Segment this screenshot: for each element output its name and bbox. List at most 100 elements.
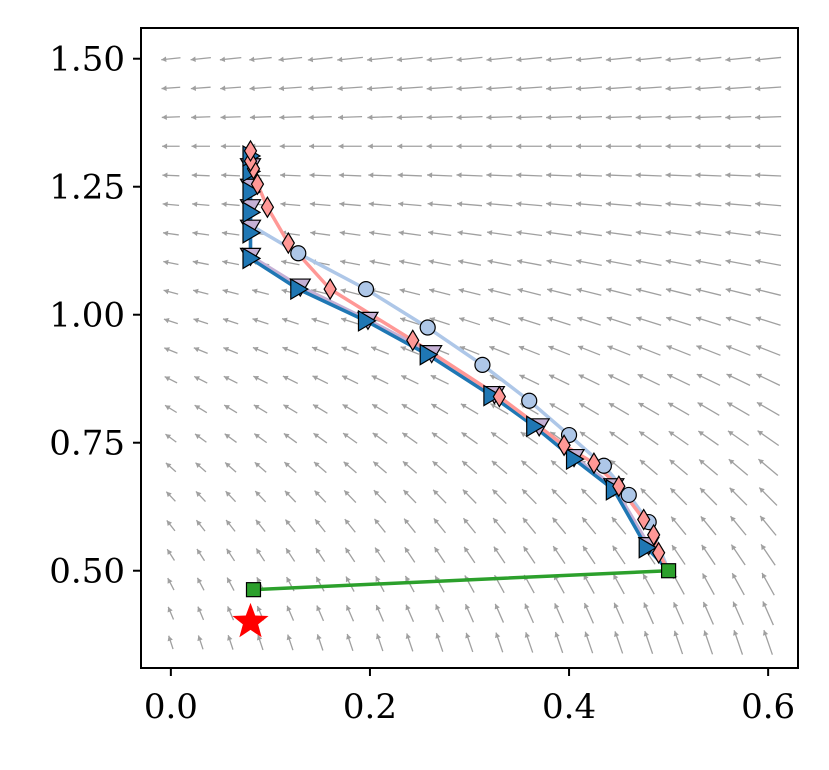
field-arrow [222,259,240,266]
vector-field [161,56,782,655]
field-arrow [668,430,689,446]
field-arrow [165,462,177,473]
field-arrow [725,143,752,150]
field-arrow [220,143,241,150]
field-arrow [726,401,750,416]
field-arrow [371,375,389,385]
field-arrow [164,376,178,384]
field-arrow [520,431,539,445]
field-arrow [397,172,422,178]
field-arrow [192,201,210,208]
field-arrow [667,402,690,416]
field-arrow [635,230,662,237]
field-arrow [251,288,269,295]
field-arrow [193,347,208,354]
field-arrow [613,602,625,624]
field-arrow [281,259,300,266]
field-arrow [673,601,684,625]
field-arrow [609,431,629,446]
series-1-point [357,281,375,298]
field-arrow [405,633,414,652]
field-arrow [223,375,238,384]
field-arrow [577,345,601,356]
field-arrow [762,601,774,626]
field-arrow [314,518,326,533]
x-tick-label: 0.4 [542,687,596,727]
x-tick-label: 0.2 [343,687,397,727]
field-arrow [546,85,573,92]
field-arrow [163,318,179,325]
field-arrow [758,487,778,506]
field-arrow [167,606,175,620]
field-arrow [486,172,513,178]
series-3-point [242,247,262,270]
field-arrow [755,316,781,326]
field-arrow [491,488,507,505]
field-arrow [308,114,332,121]
field-arrow [642,573,655,595]
field-arrow [635,258,662,267]
field-arrow [725,258,752,267]
field-arrow [665,287,692,296]
field-arrow [457,259,482,266]
field-arrow [612,545,626,565]
field-arrow [190,85,211,91]
field-arrow [224,433,237,443]
field-arrow [221,172,241,179]
field-arrow [611,516,627,535]
field-arrow [342,403,358,414]
field-arrow [161,85,181,91]
field-arrow [732,601,744,626]
field-arrow [695,56,722,63]
field-arrow [283,404,298,414]
field-arrow [575,201,602,207]
field-arrow [402,460,418,474]
field-arrow [373,518,386,533]
field-arrow [456,85,483,92]
series-4-point [250,172,265,196]
field-arrow [639,459,658,476]
field-arrow [166,520,176,532]
series-1-point [419,319,436,336]
field-arrow [337,85,363,92]
field-arrow [338,172,362,178]
field-arrow [342,432,358,444]
field-arrow [368,172,392,178]
field-arrow [575,172,602,178]
field-arrow [195,519,206,532]
field-arrow [725,316,751,326]
field-arrow [367,143,392,150]
field-arrow [757,430,780,447]
field-arrow [494,603,505,623]
field-arrow [487,258,512,266]
field-arrow [605,114,632,121]
field-arrow [462,489,477,504]
field-arrow [516,56,543,63]
series-line-1 [248,154,671,573]
field-arrow [339,201,361,207]
field-arrow [426,143,453,150]
field-arrow [192,259,209,266]
field-arrow [432,460,448,474]
field-arrow [427,201,452,207]
field-arrow [220,85,242,92]
field-arrow [669,459,688,476]
series-3-point [290,278,309,301]
field-arrow [396,114,423,121]
field-arrow [755,172,782,178]
field-arrow [315,576,325,592]
field-arrow [522,545,536,564]
field-arrow [227,634,234,650]
target-star-marker [232,602,269,638]
field-arrow [583,574,595,594]
field-arrow [605,172,632,178]
field-arrow [344,518,356,533]
field-arrow [161,56,181,62]
field-arrow [367,114,393,121]
field-arrow [400,346,420,355]
field-arrow [575,114,602,121]
field-arrow [756,401,780,417]
field-arrow [465,632,474,653]
field-arrow [725,230,752,237]
field-arrow [309,172,331,178]
